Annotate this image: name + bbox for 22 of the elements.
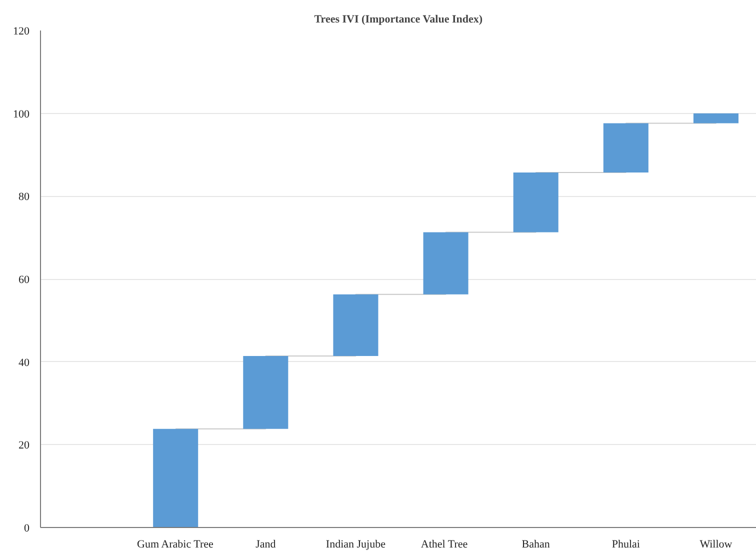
x-tick-label: Bahan [522,538,550,550]
bar [513,172,558,232]
chart-title: Trees IVI (Importance Value Index) [314,14,483,26]
y-tick-label: 0 [24,522,30,534]
bar [693,113,738,124]
bar [603,123,648,173]
bar [153,428,198,528]
x-tick-label: Gum Arabic Tree [137,538,214,550]
bar [423,232,468,294]
y-tick-label: 120 [13,26,30,38]
x-tick-label: Willow [700,538,732,550]
x-tick-label: Athel Tree [420,538,468,550]
y-tick-label: 40 [18,356,30,369]
bar [243,356,288,429]
y-tick-label: 20 [18,440,30,452]
x-tick-label: Indian Jujube [326,538,386,550]
x-tick-label: Jand [256,538,276,550]
y-tick-label: 60 [18,274,30,286]
y-tick-label: 100 [13,108,30,120]
bar [333,294,378,356]
x-tick-label: Phulai [612,538,640,550]
y-tick-label: 80 [18,191,30,204]
